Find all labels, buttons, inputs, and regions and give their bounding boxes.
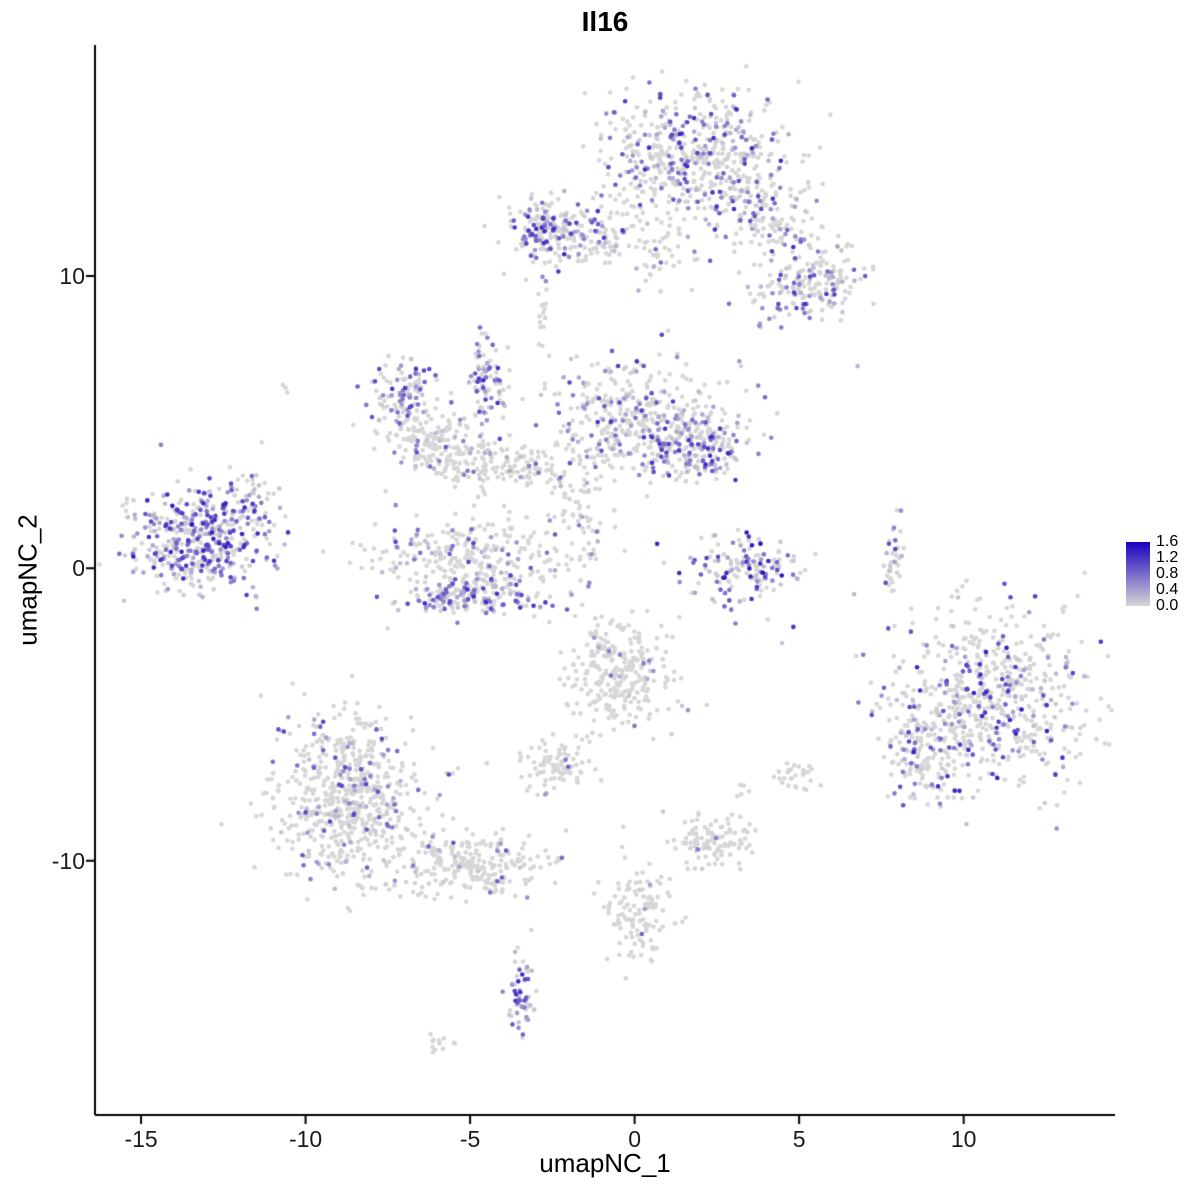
- x-tick-label: 10: [950, 1126, 977, 1152]
- plot-title: Il16: [581, 6, 629, 37]
- x-axis-label: umapNC_1: [539, 1148, 671, 1178]
- legend-gradient-bar: [1126, 542, 1150, 606]
- x-tick-label: -10: [288, 1126, 323, 1152]
- x-tick-label: 5: [792, 1126, 806, 1152]
- y-tick-label: 0: [72, 555, 85, 582]
- x-tick-label: -15: [124, 1126, 158, 1152]
- y-tick-label: -10: [51, 847, 85, 874]
- x-tick-label: -5: [459, 1126, 481, 1152]
- x-tick-label: 0: [628, 1126, 641, 1152]
- legend-tick-label: 0.0: [1156, 597, 1179, 614]
- legend-tick-label: 0.4: [1156, 581, 1179, 598]
- legend-tick-label: 1.6: [1156, 533, 1179, 550]
- legend-tick-label: 0.8: [1156, 565, 1179, 582]
- y-tick-label: 10: [59, 262, 85, 289]
- legend-tick-label: 1.2: [1156, 549, 1179, 566]
